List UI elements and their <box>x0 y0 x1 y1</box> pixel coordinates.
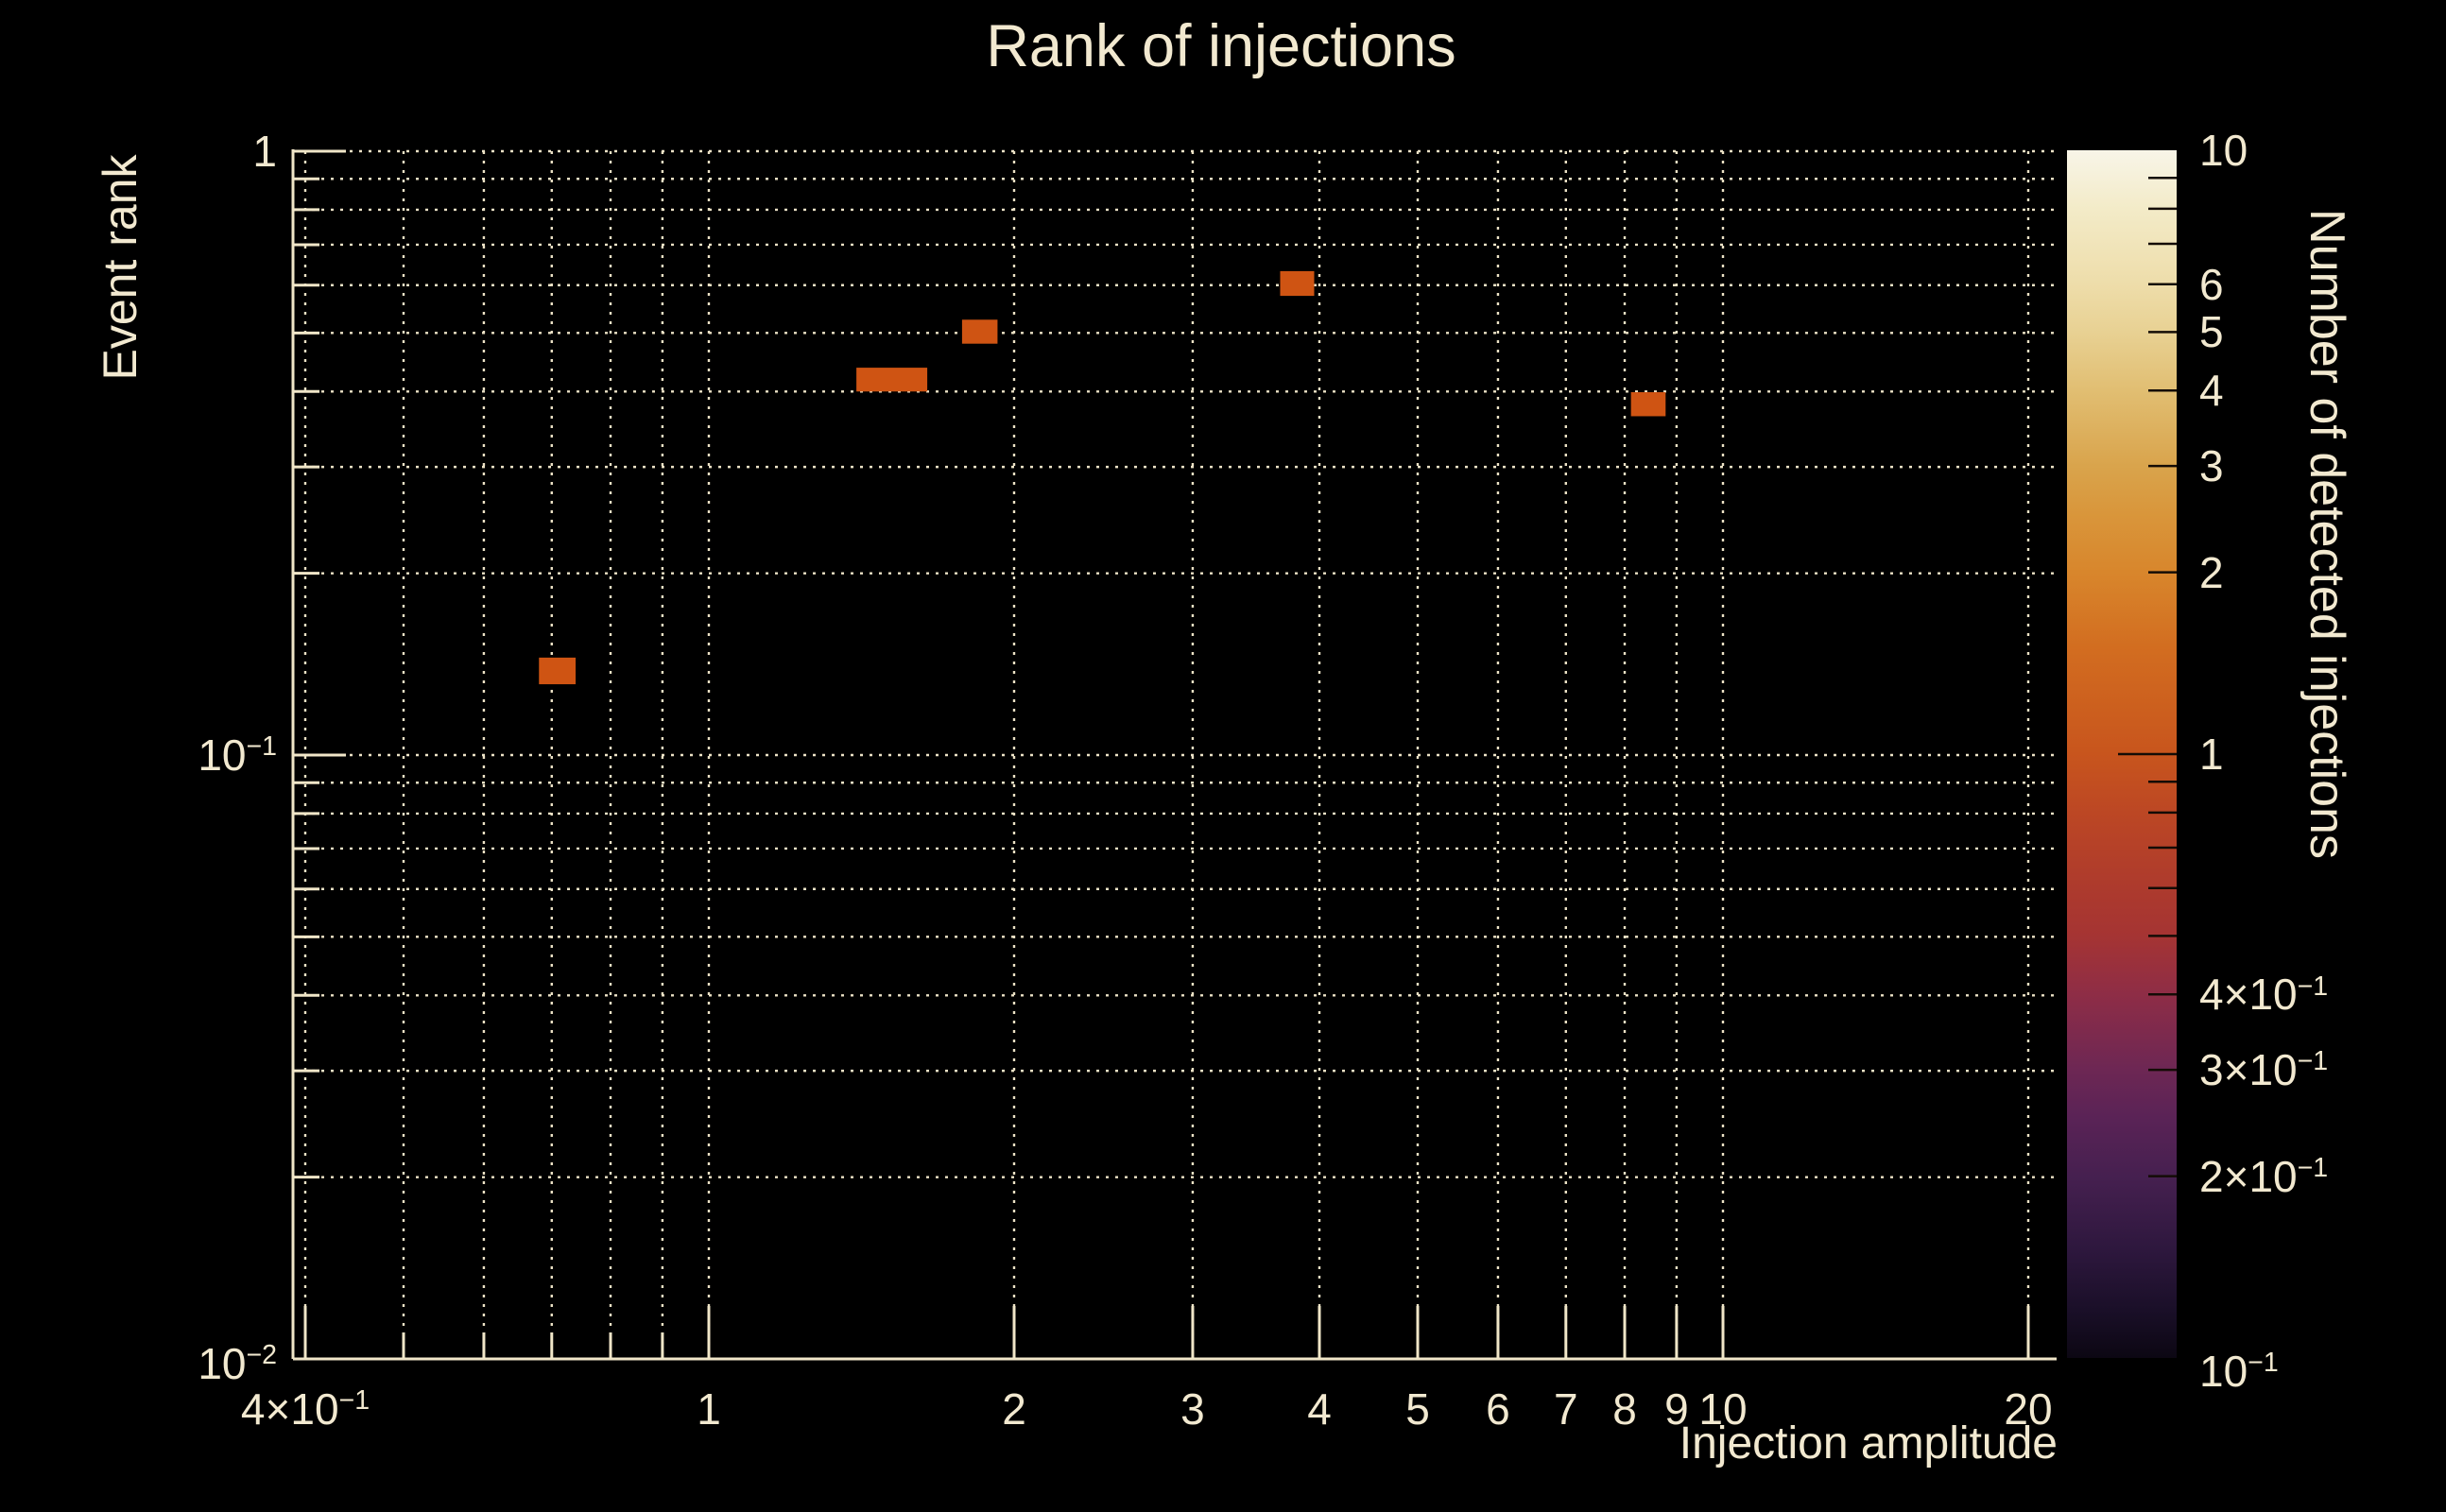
heatmap-cell <box>1280 270 1315 297</box>
heatmap-cell <box>1630 391 1666 417</box>
heatmap-cell <box>539 657 577 685</box>
heatmap-cell <box>961 319 998 344</box>
heatmap-cell <box>856 368 928 392</box>
